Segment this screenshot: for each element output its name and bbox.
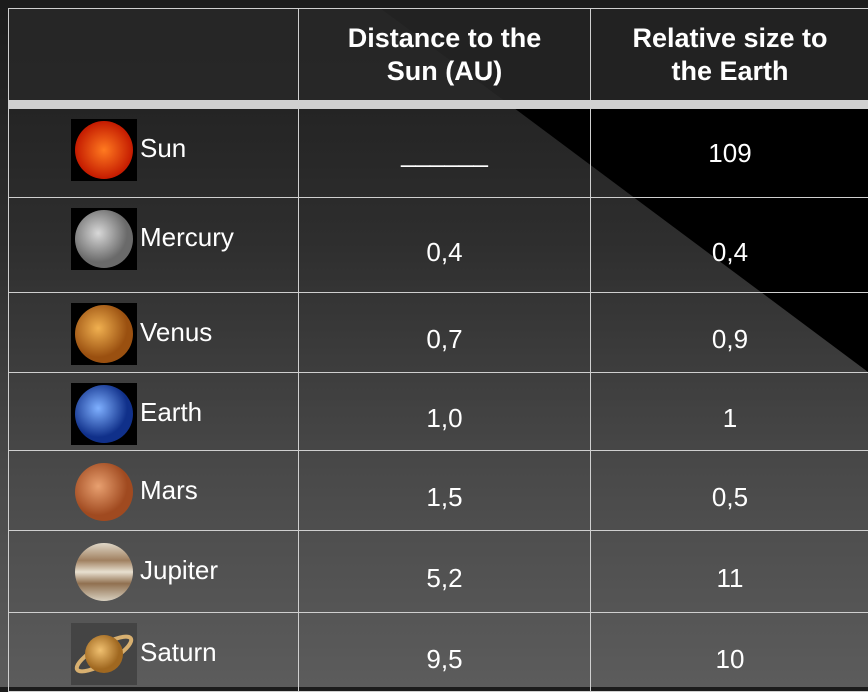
planet-name: Jupiter	[140, 555, 219, 585]
planet-cell: Jupiter	[8, 530, 299, 613]
planet-icon	[71, 208, 137, 270]
size-value: 0,5	[711, 482, 749, 512]
value-cell: 10	[590, 612, 868, 692]
planet-icon	[71, 303, 137, 365]
value-cell: ______	[298, 108, 591, 198]
planet-name: Saturn	[140, 637, 217, 667]
distance-value: 0,4	[426, 236, 463, 267]
planet-name: Venus	[140, 317, 213, 347]
header-cell: Relative size to the Earth	[590, 8, 868, 102]
value-cell: 109	[590, 108, 868, 198]
size-value: 1	[722, 403, 738, 433]
planet-cell: Venus	[8, 292, 299, 373]
planet-icon	[71, 383, 137, 445]
planet-name: Mars	[140, 475, 198, 505]
planet-name: Mercury	[140, 222, 234, 252]
distance-value: 1,5	[426, 482, 463, 512]
size-value: 10	[715, 643, 745, 674]
header-cell	[8, 8, 299, 102]
value-cell: 0,7	[298, 292, 591, 373]
header-separator	[8, 100, 868, 108]
distance-value: 1,0	[426, 403, 463, 433]
planet-cell: Mercury	[8, 197, 299, 293]
planet-icon	[71, 623, 137, 685]
size-value: 0,4	[711, 236, 749, 267]
size-value: 11	[716, 563, 744, 593]
value-cell: 0,4	[298, 197, 591, 293]
value-cell: 5,2	[298, 530, 591, 613]
planet-cell: Mars	[8, 450, 299, 531]
distance-value: ______	[401, 137, 488, 168]
value-cell: 0,5	[590, 450, 868, 531]
planet-cell: Earth	[8, 372, 299, 451]
header-cell: Distance to the Sun (AU)	[298, 8, 591, 102]
planet-cell: Sun	[8, 108, 299, 198]
planet-cell: Saturn	[8, 612, 299, 692]
value-cell: 1,5	[298, 450, 591, 531]
value-cell: 0,4	[590, 197, 868, 293]
header-text: the Earth	[671, 56, 789, 86]
distance-value: 5,2	[426, 563, 463, 593]
value-cell: 9,5	[298, 612, 591, 692]
planet-icon	[75, 463, 133, 521]
value-cell: 1	[590, 372, 868, 451]
planet-name: Sun	[140, 133, 187, 163]
size-value: 109	[708, 137, 752, 168]
distance-value: 0,7	[426, 324, 463, 354]
value-cell: 0,9	[590, 292, 868, 373]
planet-icon	[71, 119, 137, 181]
distance-value: 9,5	[426, 643, 463, 674]
planet-icon	[75, 543, 133, 601]
header-text: Relative size to	[632, 23, 828, 53]
header-text: Distance to the	[347, 23, 542, 53]
size-value: 0,9	[711, 324, 749, 354]
value-cell: 1,0	[298, 372, 591, 451]
value-cell: 11	[590, 530, 868, 613]
header-text: Sun (AU)	[386, 56, 503, 86]
planet-name: Earth	[140, 397, 203, 427]
